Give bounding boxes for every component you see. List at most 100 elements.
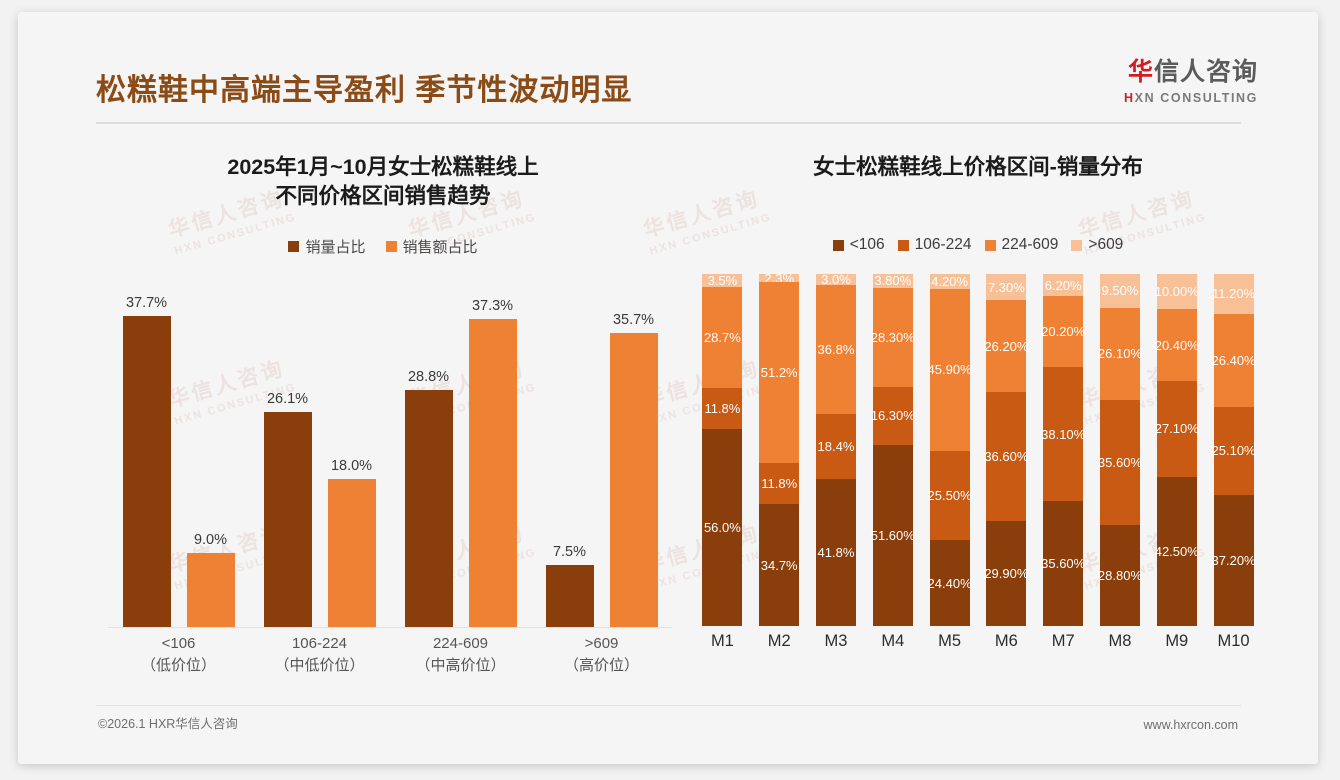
stacked-bar-column[interactable]: 3.5% 28.7% 11.8% 56.0% — [694, 273, 751, 627]
segment-value-label: 51.60% — [870, 527, 915, 543]
stacked-bar-segment[interactable]: 27.10% — [1155, 381, 1199, 477]
stacked-bar-segment[interactable]: 36.60% — [984, 392, 1028, 521]
bar[interactable] — [404, 389, 453, 628]
stacked-bar-segment[interactable]: 11.20% — [1212, 274, 1255, 314]
stacked-bar-segment[interactable]: 7.30% — [986, 274, 1027, 300]
stacked-bar-segment[interactable]: 24.40% — [927, 540, 972, 627]
stacked-bar-segment[interactable]: 2.3% — [759, 271, 800, 286]
stacked-bar[interactable]: 3.5% 28.7% 11.8% 56.0% — [702, 273, 743, 627]
stacked-bar-segment[interactable]: 42.50% — [1155, 476, 1199, 627]
stacked-bar[interactable]: 3.0% 36.8% 18.4% 41.8% — [815, 271, 856, 627]
left-chart-title-line1: 2025年1月~10月女士松糕鞋线上 — [227, 155, 539, 179]
stacked-bar[interactable]: 7.30% 26.20% 36.60% 29.90% — [984, 274, 1028, 627]
stacked-bar-segment[interactable]: 26.40% — [1212, 313, 1256, 407]
bar-value-label: 7.5% — [552, 544, 587, 561]
stacked-bar-column[interactable]: 9.50% 26.10% 35.60% 28.80% — [1092, 274, 1149, 627]
stacked-bar-segment[interactable]: 16.30% — [871, 387, 915, 445]
stacked-bar-segment[interactable]: 51.2% — [759, 282, 800, 463]
segment-value-label: 3.0% — [821, 271, 851, 287]
segment-value-label: 28.80% — [1097, 568, 1143, 583]
stacked-bar-segment[interactable]: 36.8% — [815, 284, 856, 415]
bar-column[interactable]: 35.7% — [609, 273, 658, 628]
stacked-bar-column[interactable]: 10.00% 20.40% 27.10% 42.50% — [1148, 274, 1205, 627]
stacked-bar-segment[interactable]: 10.00% — [1155, 274, 1199, 310]
stacked-bar-segment[interactable]: 26.20% — [984, 299, 1028, 393]
stacked-bar-segment[interactable]: 20.20% — [1041, 295, 1085, 368]
stacked-bar-segment[interactable]: 56.0% — [702, 429, 743, 627]
stacked-bar-column[interactable]: 6.20% 20.20% 38.10% 35.60% — [1035, 274, 1092, 627]
bar[interactable] — [545, 565, 594, 628]
bar[interactable] — [327, 478, 376, 628]
stacked-bar-segment[interactable]: 41.8% — [815, 479, 856, 627]
segment-value-label: 51.2% — [760, 364, 798, 380]
legend-label: 224-609 — [1001, 236, 1059, 254]
stacked-bar-segment[interactable]: 35.60% — [1041, 501, 1085, 627]
bar[interactable] — [122, 316, 171, 628]
stacked-bar-segment[interactable]: 34.7% — [759, 504, 800, 627]
stacked-bar[interactable]: 9.50% 26.10% 35.60% 28.80% — [1097, 274, 1143, 627]
stacked-bar-segment[interactable]: 51.60% — [870, 444, 915, 627]
segment-value-label: 26.10% — [1097, 346, 1143, 362]
stacked-bar-segment[interactable]: 18.4% — [815, 414, 856, 480]
stacked-bar-segment[interactable]: 28.7% — [702, 286, 743, 388]
stacked-bar[interactable]: 10.00% 20.40% 27.10% 42.50% — [1155, 274, 1199, 627]
legend-item[interactable]: 106-224 — [897, 236, 972, 254]
stacked-bar[interactable]: 11.20% 26.40% 25.10% 37.20% — [1212, 274, 1256, 627]
legend-item[interactable]: 销量占比 — [288, 236, 366, 257]
stacked-bar-segment[interactable]: 28.30% — [871, 287, 915, 388]
segment-value-label: 9.50% — [1101, 283, 1139, 299]
stacked-bar-segment[interactable]: 28.80% — [1097, 524, 1143, 627]
stacked-bar-segment[interactable]: 45.90% — [928, 288, 972, 451]
stacked-bar-segment[interactable]: 9.50% — [1099, 274, 1140, 308]
stacked-bar-column[interactable]: 11.20% 26.40% 25.10% 37.20% — [1205, 274, 1262, 627]
bar-column[interactable]: 7.5% — [545, 273, 594, 628]
stacked-bar[interactable]: 2.3% 51.2% 11.8% 34.7% — [759, 271, 800, 627]
stacked-bar-column[interactable]: 7.30% 26.20% 36.60% 29.90% — [978, 274, 1035, 627]
stacked-bar-segment[interactable]: 6.20% — [1043, 274, 1084, 296]
stacked-bar-column[interactable]: 4.20% 45.90% 25.50% 24.40% — [921, 274, 978, 627]
stacked-bar-segment[interactable]: 37.20% — [1212, 495, 1256, 627]
month-label: M2 — [767, 632, 791, 651]
stacked-bar-segment[interactable]: 3.0% — [815, 271, 856, 287]
stacked-bar[interactable]: 4.20% 45.90% 25.50% 24.40% — [927, 274, 972, 627]
stacked-bar-segment[interactable]: 20.40% — [1155, 309, 1199, 382]
stacked-bar-segment[interactable]: 25.50% — [928, 450, 972, 541]
bar-column[interactable]: 9.0% — [186, 273, 235, 628]
segment-value-label: 24.40% — [927, 575, 972, 591]
right-chart-title-line1: 女士松糕鞋线上价格区间-销量分布 — [813, 155, 1143, 179]
legend-item[interactable]: <106 — [832, 236, 885, 254]
stacked-bar-segment[interactable]: 4.20% — [929, 274, 970, 289]
stacked-bar-column[interactable]: 3.80% 28.30% 16.30% 51.60% — [864, 273, 921, 627]
bar[interactable] — [263, 411, 312, 628]
legend-item[interactable]: >609 — [1071, 236, 1123, 254]
stacked-bar-column[interactable]: 2.3% 51.2% 11.8% 34.7% — [751, 271, 808, 627]
bar-column[interactable]: 37.3% — [468, 273, 517, 628]
stacked-bar-segment[interactable]: 25.10% — [1212, 406, 1256, 496]
stacked-bar-segment[interactable]: 3.5% — [702, 273, 743, 288]
stacked-bar-segment[interactable]: 11.8% — [702, 387, 743, 430]
left-chart-category-labels: <106 （低价位） 106-224 （中低价位） 224-609 （中高价位） >609 （… — [108, 633, 672, 677]
bar-column[interactable]: 28.8% — [404, 273, 453, 628]
legend-item[interactable]: 224-609 — [984, 236, 1059, 254]
stacked-bar-segment[interactable]: 35.60% — [1098, 399, 1142, 525]
bar[interactable] — [186, 552, 235, 628]
segment-value-label: 56.0% — [703, 520, 741, 536]
stacked-bar[interactable]: 3.80% 28.30% 16.30% 51.60% — [870, 273, 915, 627]
category-label: >609 （高价位） — [531, 633, 672, 677]
stacked-bar-segment[interactable]: 29.90% — [984, 520, 1028, 627]
category-label: <106 （低价位） — [108, 633, 249, 677]
stacked-bar-segment[interactable]: 38.10% — [1041, 367, 1085, 501]
stacked-bar[interactable]: 6.20% 20.20% 38.10% 35.60% — [1041, 274, 1085, 627]
legend-item[interactable]: 销售额占比 — [385, 236, 478, 257]
stacked-bar-column[interactable]: 3.0% 36.8% 18.4% 41.8% — [808, 271, 865, 627]
stacked-bar-segment[interactable]: 26.10% — [1097, 307, 1143, 400]
bar-column[interactable]: 26.1% — [263, 273, 312, 628]
bar[interactable] — [609, 332, 658, 628]
bar-column[interactable]: 37.7% — [122, 273, 171, 628]
stacked-bar-segment[interactable]: 11.8% — [759, 462, 800, 505]
category-label-tier: （中高价位） — [415, 656, 506, 674]
bar-column[interactable]: 18.0% — [327, 273, 376, 628]
footer-website: www.hxrcon.com — [1143, 718, 1238, 732]
stacked-bar-segment[interactable]: 3.80% — [872, 273, 913, 288]
bar[interactable] — [468, 319, 517, 628]
